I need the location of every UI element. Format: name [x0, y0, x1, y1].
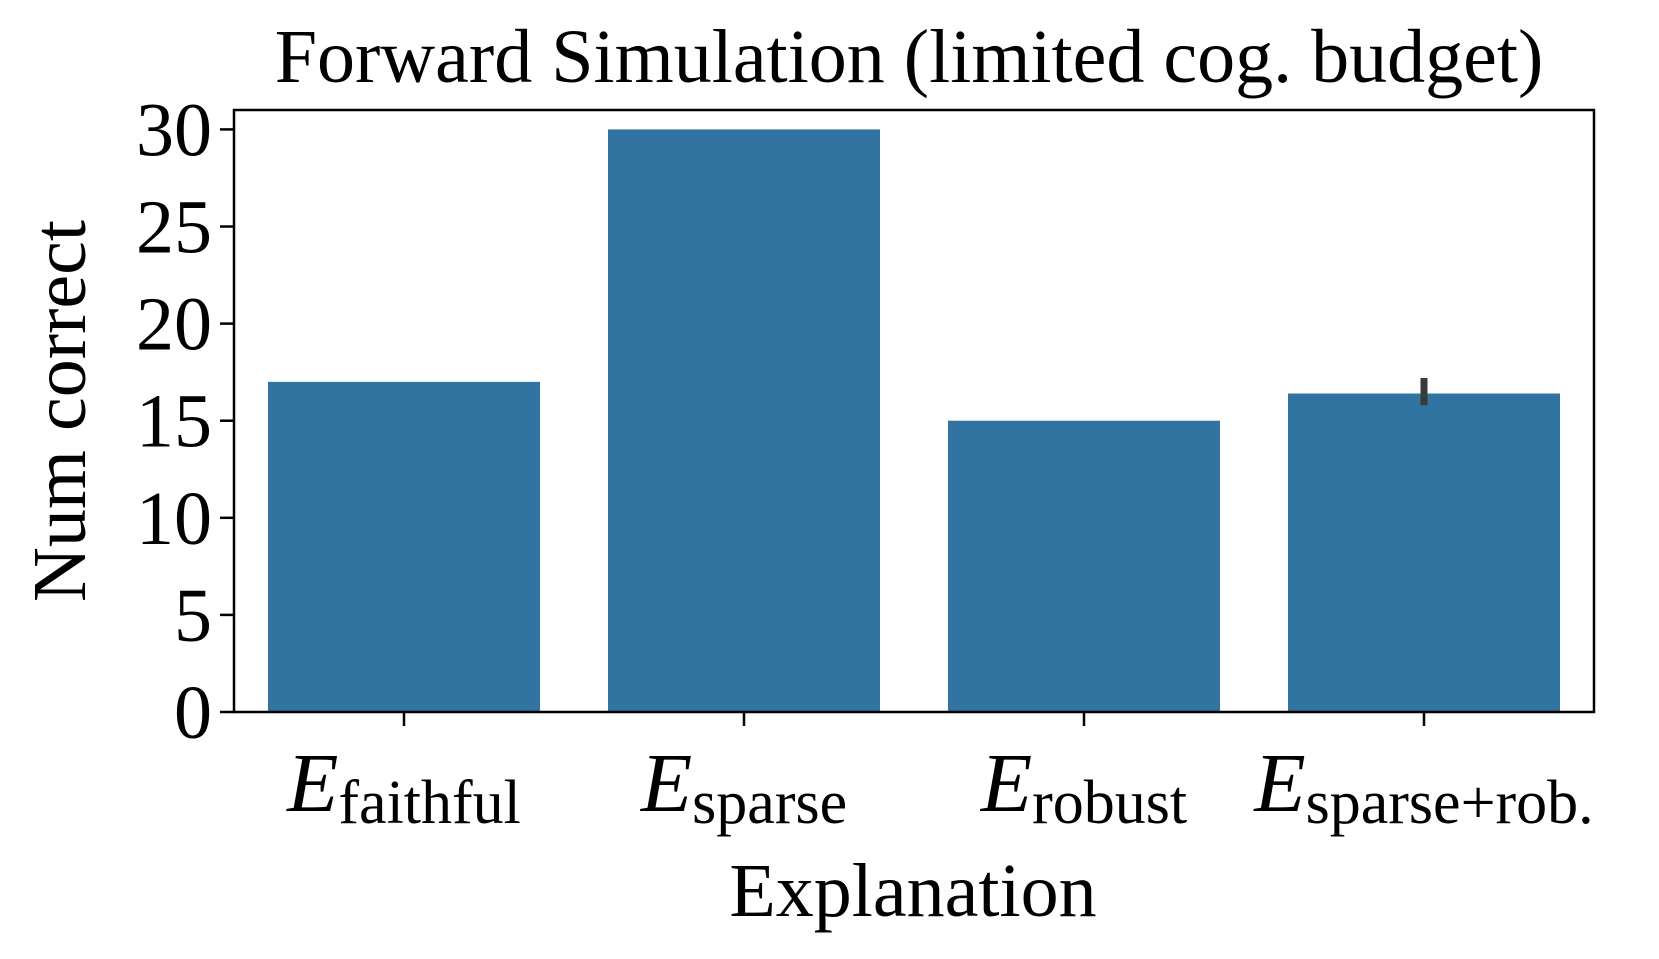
chart-title: Forward Simulation (limited cog. budget) [275, 15, 1544, 99]
x-tick-label-sub-0: faithful [338, 769, 521, 837]
x-tick-label-1: Esparse [640, 737, 847, 837]
x-tick-label-main-2: E [980, 737, 1032, 830]
y-tick-label-3: 15 [136, 380, 212, 464]
x-tick-label-sub-1: sparse [692, 769, 847, 837]
x-tick-label-2: Erobust [980, 737, 1187, 837]
bar-2 [948, 420, 1220, 712]
y-tick-label-5: 25 [136, 186, 212, 270]
x-tick-label-sub-3: sparse+rob. [1306, 769, 1594, 837]
bar-3 [1288, 393, 1560, 712]
x-axis-label: Explanation [729, 849, 1096, 933]
x-tick-label-0: Efaithful [286, 737, 521, 837]
bar-1 [608, 129, 880, 712]
y-tick-label-0: 0 [174, 671, 212, 755]
x-tick-label-main-1: E [640, 737, 692, 830]
y-tick-label-6: 30 [136, 88, 212, 172]
x-tick-label-sub-2: robust [1032, 769, 1187, 837]
x-tick-label-3: Esparse+rob. [1253, 737, 1593, 837]
plot-frame [232, 108, 1596, 714]
y-axis-label: Num correct [18, 220, 102, 602]
x-tick-label-main-3: E [1253, 737, 1305, 830]
y-tick-label-4: 20 [136, 283, 212, 367]
x-axis: Efaithful Esparse Erobust Esparse+rob. [286, 712, 1594, 837]
bars-group [268, 129, 1560, 712]
y-tick-label-2: 10 [136, 477, 212, 561]
bar-0 [268, 381, 540, 712]
y-tick-label-1: 5 [174, 574, 212, 658]
x-tick-label-main-0: E [286, 737, 338, 830]
y-axis: 0 5 10 15 20 25 30 [136, 88, 234, 755]
